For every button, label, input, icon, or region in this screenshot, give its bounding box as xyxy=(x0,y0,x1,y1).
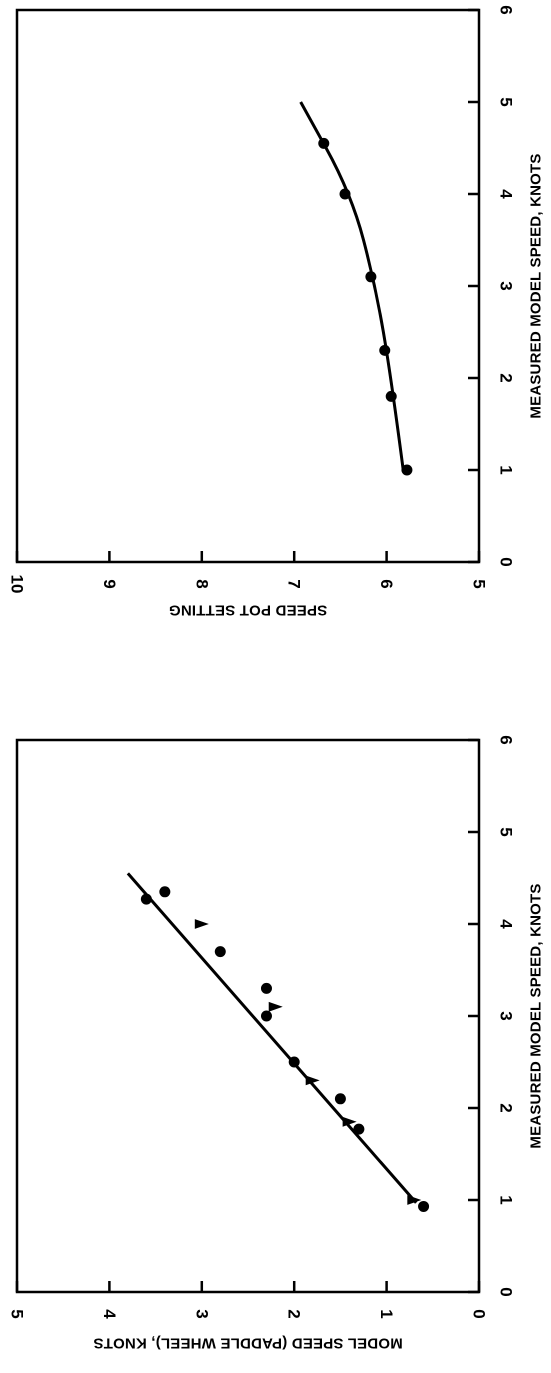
y-tick-label: 5 xyxy=(470,579,489,588)
data-point-circle xyxy=(418,1200,430,1212)
x-axis-title: MEASURED MODEL SPEED, KNOTS xyxy=(528,883,545,1148)
y-tick-label: 7 xyxy=(285,579,304,588)
plot-frame xyxy=(15,8,481,564)
data-point-circle xyxy=(288,1056,300,1068)
data-point-triangle xyxy=(407,1195,422,1205)
x-tick-label: 1 xyxy=(497,1195,516,1204)
y-tick-label: 5 xyxy=(8,1309,27,1318)
data-point-circle xyxy=(353,1123,365,1135)
data-point-triangle xyxy=(268,1001,283,1012)
y-tick-label: 0 xyxy=(470,1309,489,1318)
fit-curve xyxy=(126,872,418,1204)
data-point-circle xyxy=(318,137,330,149)
x-tick-label: 5 xyxy=(497,827,516,836)
y-tick-label: 4 xyxy=(100,1309,119,1319)
data-point-circle xyxy=(260,1010,272,1022)
data-point-circle xyxy=(365,271,377,283)
data-point-circle xyxy=(379,344,391,356)
x-tick-label: 3 xyxy=(497,281,516,290)
y-tick-label: 2 xyxy=(285,1309,304,1318)
y-tick-label: 10 xyxy=(8,575,27,594)
x-tick-label: 1 xyxy=(497,465,516,474)
data-point-triangle xyxy=(194,919,209,929)
x-tick-label: 6 xyxy=(497,5,516,14)
x-tick-label: 6 xyxy=(497,735,516,744)
x-tick-label: 0 xyxy=(497,1287,516,1296)
y-tick-label: 9 xyxy=(100,579,119,588)
data-point-circle xyxy=(334,1093,346,1105)
x-tick-label: 4 xyxy=(497,919,516,929)
x-tick-label: 0 xyxy=(497,557,516,566)
data-point-triangle xyxy=(342,1116,357,1127)
data-point-circle xyxy=(339,188,351,200)
paddle-wheel-speed-chart: 0 1 2 3 4 5 6 0 1 2 3 4 5 MEASURED MODEL SPEED, KNOTS… xyxy=(8,735,545,1351)
x-tick-label: 2 xyxy=(497,1103,516,1112)
y-tick-label: 1 xyxy=(377,1309,396,1318)
x-tick-label: 4 xyxy=(497,189,516,199)
data-point-circle xyxy=(159,886,171,898)
plot-frame xyxy=(15,738,481,1294)
speed-pot-setting-chart: 0 1 2 3 4 5 6 5 6 7 8 9 10 MEASURED MODEL SPEED, KNOT… xyxy=(8,5,545,618)
x-tick-label: 2 xyxy=(497,373,516,382)
x-axis-title: MEASURED MODEL SPEED, KNOTS xyxy=(528,153,545,418)
y-axis-title: MODEL SPEED (PADDLE WHEEL), KNOTS xyxy=(93,1335,402,1352)
y-axis-title: SPEED POT SETTING xyxy=(169,602,327,619)
x-tick-label: 5 xyxy=(497,97,516,106)
data-point-circle xyxy=(260,982,272,994)
x-tick-label: 3 xyxy=(497,1011,516,1020)
y-tick-label: 3 xyxy=(192,1309,211,1318)
fit-curve xyxy=(299,101,405,471)
data-point-circle xyxy=(401,464,413,476)
data-point-circle xyxy=(385,390,397,402)
y-tick-label: 8 xyxy=(192,579,211,588)
data-point-circle xyxy=(140,893,152,905)
data-point-circle xyxy=(214,946,226,958)
data-point-triangle xyxy=(305,1075,320,1086)
y-tick-label: 6 xyxy=(377,579,396,588)
